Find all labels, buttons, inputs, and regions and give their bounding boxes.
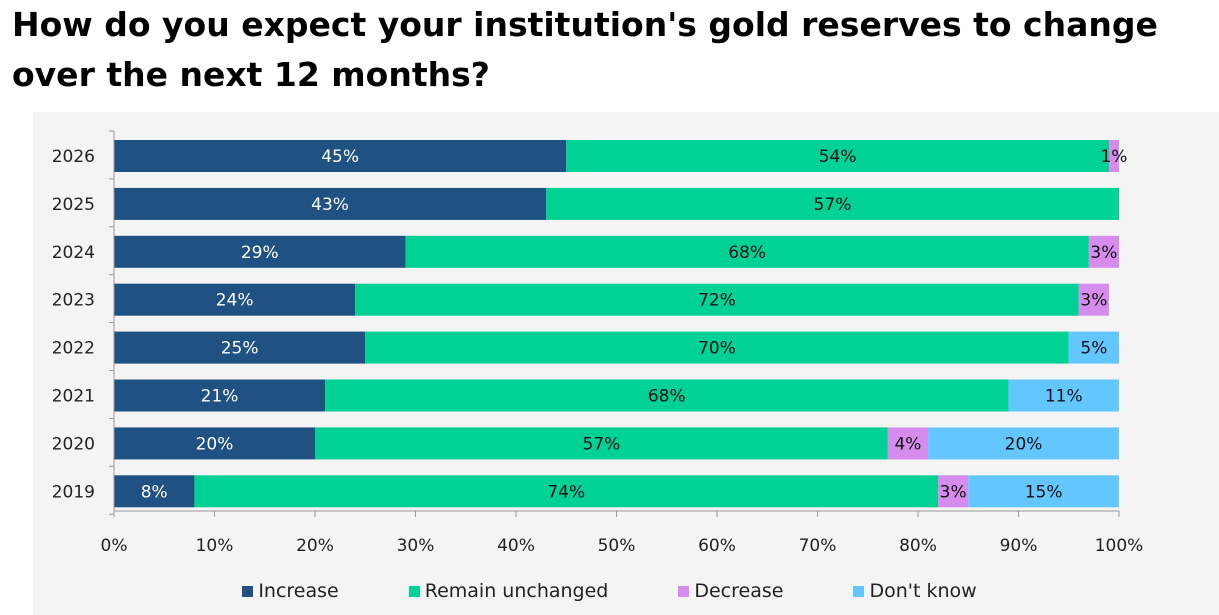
bar-remain-unchanged xyxy=(546,187,1119,220)
data-label: 3% xyxy=(1090,243,1117,263)
x-tick-label: 50% xyxy=(598,536,636,556)
bar-dont-know xyxy=(1008,379,1119,412)
x-tick-label: 20% xyxy=(296,536,334,556)
bar-remain-unchanged xyxy=(315,427,888,460)
bar-decrease xyxy=(887,427,929,460)
bar-decrease xyxy=(938,475,969,508)
data-label: 5% xyxy=(1080,339,1107,359)
data-label: 54% xyxy=(819,147,857,167)
data-label: 57% xyxy=(814,195,852,215)
bar-remain-unchanged xyxy=(194,475,939,508)
bar-dont-know xyxy=(1068,331,1119,364)
category-label: 2024 xyxy=(52,243,95,263)
data-label: 25% xyxy=(221,339,259,359)
bar-increase xyxy=(114,475,195,508)
data-label: 43% xyxy=(311,195,349,215)
x-tick-label: 90% xyxy=(1000,536,1038,556)
bar-dont-know xyxy=(928,427,1119,460)
bar-remain-unchanged xyxy=(355,283,1079,316)
data-label: 45% xyxy=(321,147,359,167)
data-label: 8% xyxy=(141,482,168,502)
legend-swatch xyxy=(408,585,420,597)
bar-increase xyxy=(114,379,326,412)
data-label: 74% xyxy=(547,482,585,502)
category-label: 2022 xyxy=(52,339,95,359)
x-tick-label: 10% xyxy=(196,536,234,556)
x-tick-label: 80% xyxy=(899,536,937,556)
legend-item-dont-know: Don't know xyxy=(853,580,977,602)
bar-increase xyxy=(114,140,567,172)
x-tick-label: 0% xyxy=(101,536,128,556)
data-label: 70% xyxy=(698,339,736,359)
chart-title: How do you expect your institution's gol… xyxy=(12,5,1158,94)
data-label: 68% xyxy=(728,243,766,263)
data-label: 11% xyxy=(1045,387,1083,407)
data-label: 3% xyxy=(940,482,967,502)
data-label: 72% xyxy=(698,291,736,311)
data-label: 24% xyxy=(216,291,254,311)
bar-dont-know xyxy=(968,475,1119,508)
x-tick-label: 70% xyxy=(799,536,837,556)
data-label: 21% xyxy=(201,387,239,407)
x-tick-label: 40% xyxy=(497,536,535,556)
bar-increase xyxy=(114,283,356,316)
legend-label: Remain unchanged xyxy=(424,580,609,602)
legend-swatch xyxy=(853,585,865,597)
data-label: 20% xyxy=(196,434,234,454)
category-label: 2026 xyxy=(52,147,95,167)
chart-legend: Increase Remain unchanged Decrease Don't kn… xyxy=(0,578,1219,604)
bar-remain-unchanged xyxy=(325,379,1009,412)
category-label: 2025 xyxy=(52,195,95,215)
bar-increase xyxy=(114,331,366,364)
data-label: 3% xyxy=(1080,291,1107,311)
bar-increase xyxy=(114,187,547,220)
bar-decrease xyxy=(1078,283,1109,316)
legend-item-increase: Increase xyxy=(242,580,339,602)
category-label: 2020 xyxy=(52,434,95,454)
legend-swatch xyxy=(242,585,254,597)
data-label: 29% xyxy=(241,243,279,263)
bar-increase xyxy=(114,427,315,460)
bar-remain-unchanged xyxy=(566,140,1109,172)
x-tick-label: 100% xyxy=(1095,536,1144,556)
data-label: 57% xyxy=(583,434,621,454)
data-label: 68% xyxy=(648,387,686,407)
category-label: 2023 xyxy=(52,291,95,311)
category-label: 2019 xyxy=(52,482,95,502)
legend-label: Decrease xyxy=(694,580,784,602)
data-label: 4% xyxy=(894,434,921,454)
x-tick-label: 30% xyxy=(397,536,435,556)
category-label: 2021 xyxy=(52,387,95,407)
legend-label: Don't know xyxy=(869,580,977,602)
bar-remain-unchanged xyxy=(405,235,1089,268)
data-label: 1% xyxy=(1100,147,1127,167)
bar-decrease xyxy=(1108,140,1119,172)
legend-swatch xyxy=(678,585,690,597)
bar-decrease xyxy=(1088,235,1119,268)
legend-label: Increase xyxy=(258,580,339,602)
bar-increase xyxy=(114,235,406,268)
legend-item-decrease: Decrease xyxy=(678,580,783,602)
bar-remain-unchanged xyxy=(365,331,1069,364)
legend-item-remain-unchanged: Remain unchanged xyxy=(408,580,609,602)
data-label: 15% xyxy=(1025,482,1063,502)
data-label: 20% xyxy=(1005,434,1043,454)
x-tick-label: 60% xyxy=(698,536,736,556)
